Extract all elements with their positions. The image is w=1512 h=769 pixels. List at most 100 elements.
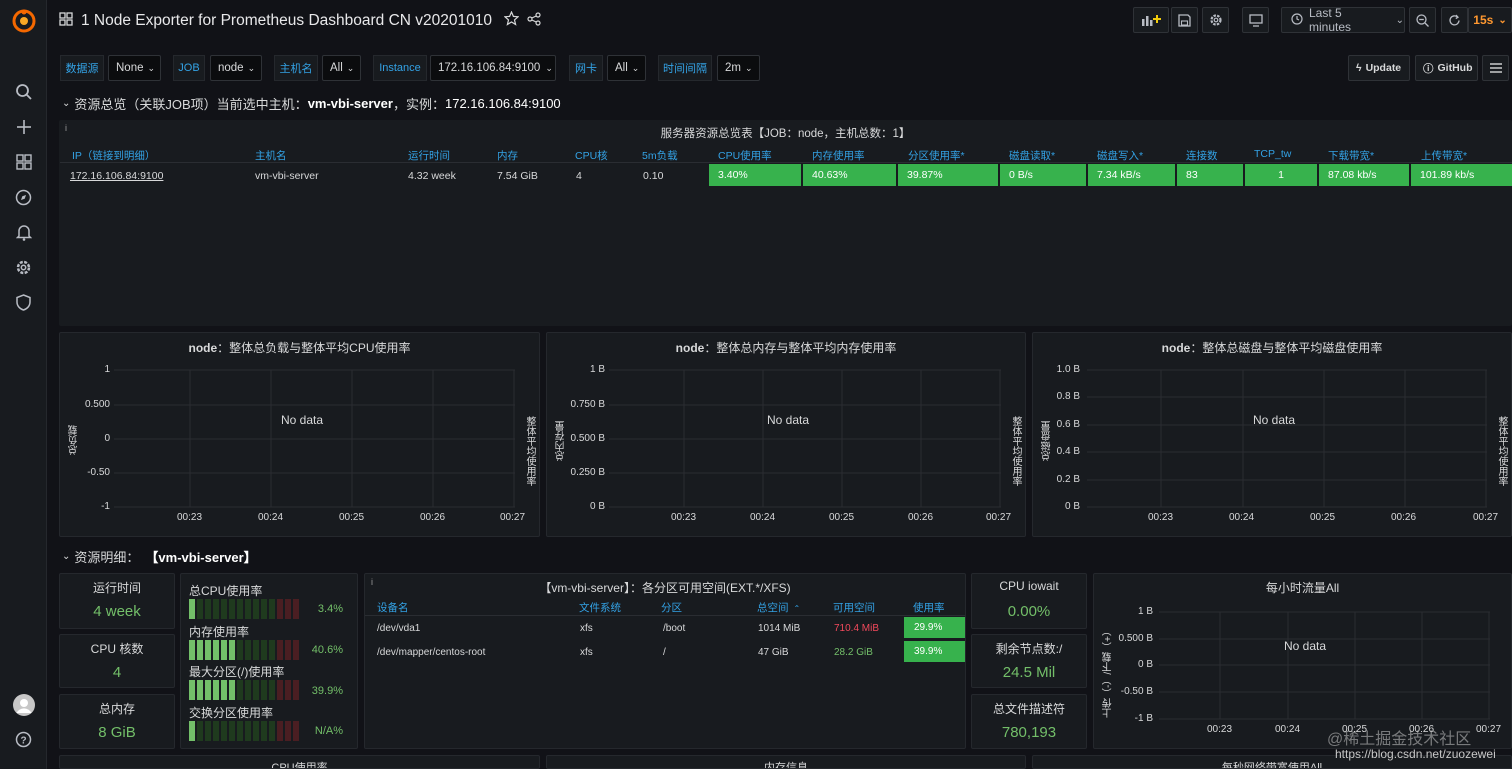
alerting-bell-icon[interactable] (0, 217, 47, 247)
tv-mode-monitor-icon[interactable] (1242, 7, 1269, 33)
table-cell: 4.32 week (408, 170, 456, 182)
bargauge-segment (213, 599, 219, 619)
table-cell-ip-link[interactable]: 172.16.106.84:9100 (70, 170, 164, 182)
hamburger-menu-icon[interactable] (1482, 55, 1509, 81)
time-picker-button[interactable]: Last 5 minutes ⌄ (1281, 6, 1405, 34)
star-icon[interactable] (503, 10, 520, 31)
grafana-logo[interactable] (0, 6, 47, 36)
bargauge-segment (245, 599, 251, 619)
variable-select-datasource[interactable]: None ⌄ (108, 55, 161, 81)
github-link-button[interactable]: ⓘ GitHub (1415, 55, 1478, 81)
column-header[interactable]: 可用空间 (833, 602, 875, 614)
stat-value: 24.5 Mil (1002, 664, 1056, 681)
stat-value: 4 (112, 664, 122, 681)
variable-select-interval[interactable]: 2m ⌄ (717, 55, 760, 81)
column-header[interactable]: 磁盘写入* (1097, 150, 1144, 162)
column-header[interactable]: 分区使用率* (908, 150, 965, 162)
plus-icon[interactable] (0, 112, 47, 142)
info-icon[interactable]: i (65, 123, 67, 133)
table-cell: /dev/vda1 (377, 623, 421, 634)
y-axis-tick: 0 B (1064, 501, 1080, 512)
column-header[interactable]: CPU使用率 (718, 150, 772, 162)
variable-value: 2m (725, 62, 741, 74)
column-header[interactable]: 使用率 (913, 602, 945, 614)
column-header[interactable]: 下载带宽* (1328, 150, 1375, 162)
dashboard-settings-gear-icon[interactable] (1202, 7, 1229, 33)
bargauge-segment (261, 640, 267, 660)
stat-panel-fds: 总文件描述符 780,193 (971, 694, 1087, 749)
table-cell: 0.10 (643, 170, 664, 182)
memory-info-panel: 内存信息 (546, 755, 1026, 769)
share-icon[interactable] (527, 11, 541, 31)
user-avatar[interactable] (0, 690, 47, 720)
add-panel-button[interactable] (1133, 7, 1169, 33)
refresh-interval-picker[interactable]: 15s ⌄ (1468, 7, 1512, 33)
bargauge-segment (253, 721, 259, 741)
column-header[interactable]: 连接数 (1186, 150, 1218, 162)
stat-title: 剩余节点数:/ (995, 642, 1063, 656)
table-cell-colored: 29.9% (904, 617, 965, 638)
table-cell-colored: 39.87% (898, 164, 998, 186)
row-header-detail[interactable]: ⌄ 资源明细： 【vm-vbi-server】 (62, 547, 257, 566)
help-icon[interactable]: ? (0, 724, 47, 754)
panel-title-text: ：整体总负载与整体平均CPU使用率 (217, 341, 411, 355)
chevron-down-icon: ⌄ (62, 551, 71, 562)
column-header[interactable]: 上传带宽* (1421, 150, 1468, 162)
variable-select-job[interactable]: node ⌄ (210, 55, 262, 81)
variable-select-hostname[interactable]: All ⌄ (322, 55, 361, 81)
panel-title-text: ：整体总磁盘与整体平均磁盘使用率 (1190, 341, 1383, 355)
y-axis-label: 上传（-）/下载（+） (1103, 626, 1114, 718)
search-icon[interactable] (0, 77, 47, 107)
bargauge-segment (277, 640, 283, 660)
bargauge-segment (269, 599, 275, 619)
chevron-down-icon: ⌄ (631, 62, 640, 73)
bargauge-segment (221, 680, 227, 700)
zoom-out-icon[interactable] (1409, 7, 1436, 33)
bargauge-segment (245, 680, 251, 700)
column-header[interactable]: IP（链接到明细） (72, 150, 156, 162)
y-axis-tick: -0.50 B (1120, 686, 1153, 697)
column-header[interactable]: 5m负载 (642, 150, 678, 162)
panel-title: 【vm-vbi-server】：各分区可用空间(EXT.*/XFS) (539, 581, 791, 595)
bargauge-segment (253, 680, 259, 700)
column-header[interactable]: 文件系统 (579, 602, 621, 614)
info-icon[interactable]: i (371, 577, 373, 587)
chevron-down-icon: ⌄ (545, 62, 553, 73)
save-dashboard-icon[interactable] (1171, 7, 1198, 33)
x-axis-tick: 00:26 (1391, 512, 1417, 523)
bargauge-segment (285, 599, 291, 619)
bargauge-bar (189, 640, 299, 660)
column-header[interactable]: 内存使用率 (812, 150, 865, 162)
chevron-down-icon: ⌄ (1395, 14, 1404, 26)
y-axis-tick: 0.6 B (1056, 419, 1080, 430)
update-link-button[interactable]: ϟ Update (1348, 55, 1410, 81)
github-link-label: GitHub (1437, 62, 1473, 74)
variable-select-nic[interactable]: All ⌄ (607, 55, 646, 81)
row-header-overview[interactable]: ⌄ 资源总览（关联JOB项）当前选中主机： vm-vbi-server ，实例：… (62, 94, 561, 113)
table-cell-colored: 0 B/s (1000, 164, 1086, 186)
column-header[interactable]: 运行时间 (408, 150, 450, 162)
column-header[interactable]: 设备名 (377, 602, 409, 614)
column-header[interactable]: 内存 (497, 150, 518, 162)
dashboard-title[interactable]: 1 Node Exporter for Prometheus Dashboard… (81, 12, 492, 29)
server-admin-shield-icon[interactable] (0, 287, 47, 317)
bargauge-label: 交换分区使用率 (189, 706, 274, 720)
bargauge-value: 39.9% (311, 685, 343, 697)
column-header[interactable]: 分区 (661, 602, 682, 614)
bargauge-segment (221, 599, 227, 619)
dashboards-icon[interactable] (0, 147, 47, 177)
bargauge-segment (205, 640, 211, 660)
refresh-icon[interactable] (1441, 7, 1468, 33)
column-header[interactable]: 磁盘读取* (1009, 150, 1056, 162)
column-header[interactable]: CPU核 (575, 150, 608, 162)
variable-select-instance[interactable]: 172.16.106.84:9100 ⌄ (430, 55, 556, 81)
explore-compass-icon[interactable] (0, 182, 47, 212)
variable-label: JOB (173, 55, 205, 81)
column-header[interactable]: 总空间 ⌃ (757, 600, 800, 615)
column-header[interactable]: 主机名 (255, 150, 287, 162)
y-axis-tick: 0 B (1137, 659, 1153, 670)
variable-label: 网卡 (569, 55, 603, 81)
settings-gear-icon[interactable] (0, 252, 47, 282)
column-header[interactable]: TCP_tw (1254, 148, 1292, 160)
stat-panel-uptime: 运行时间 4 week (59, 573, 175, 629)
